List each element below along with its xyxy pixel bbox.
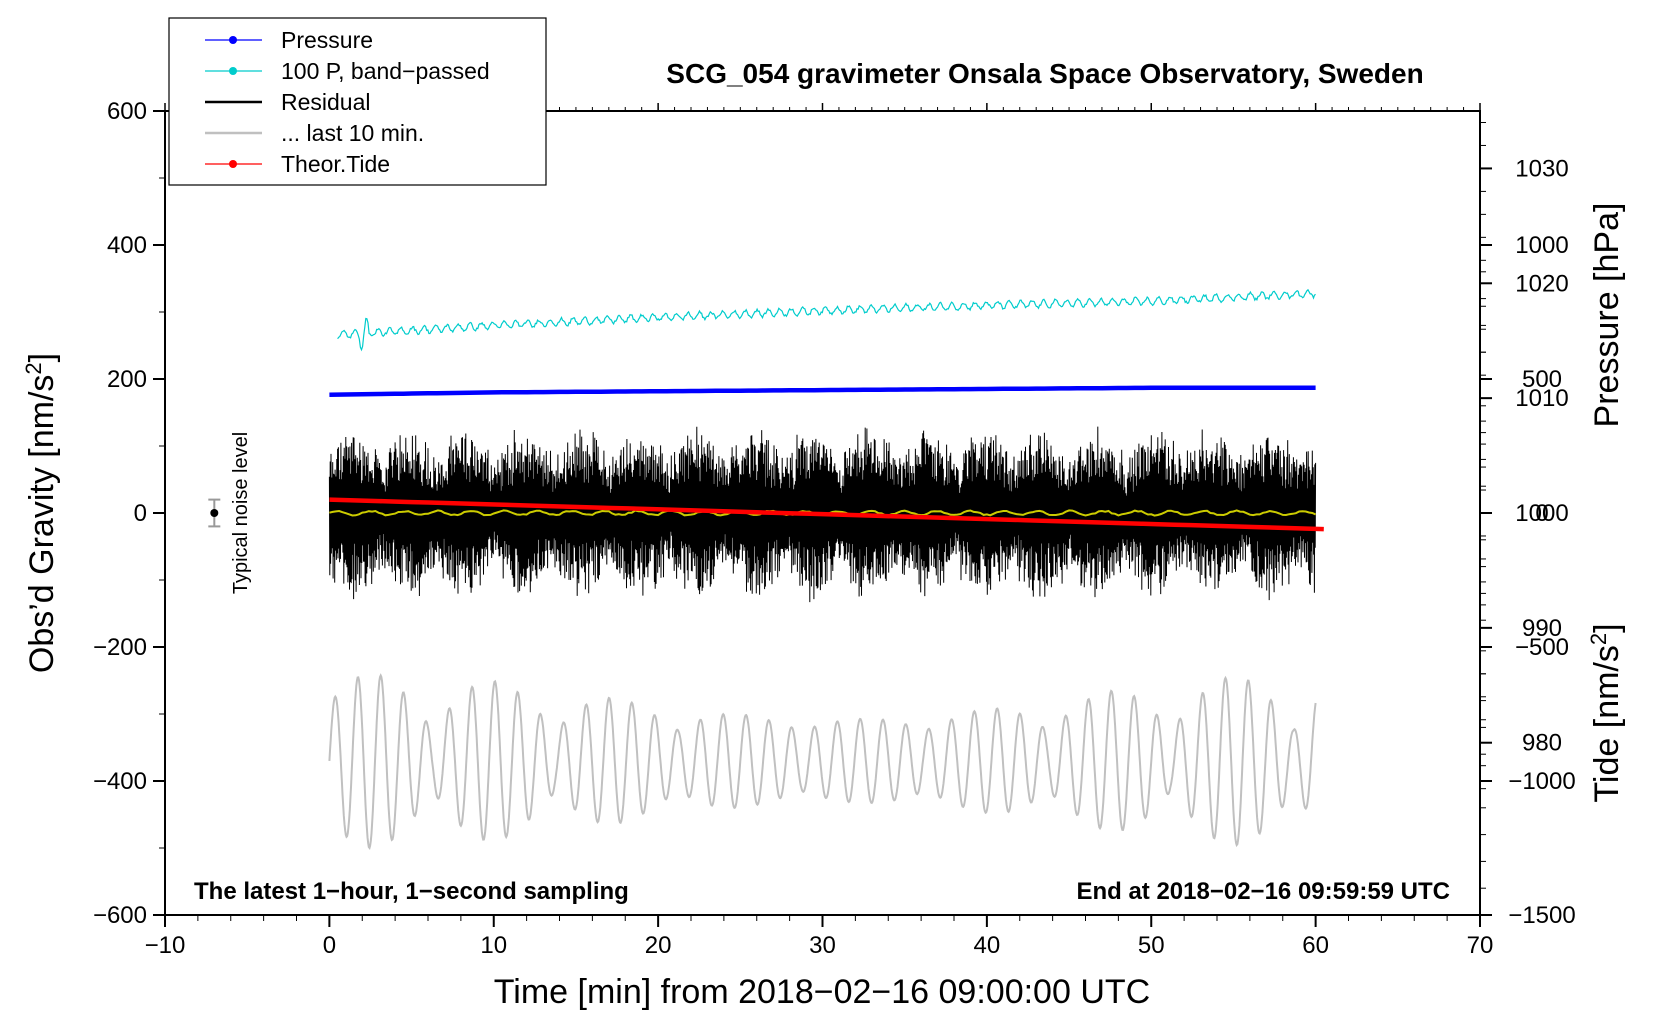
noise-level-marker xyxy=(208,498,221,528)
x-axis-title: Time [min] from 2018−02−16 09:00:00 UTC xyxy=(494,973,1150,1011)
annotation-end-time: End at 2018−02−16 09:59:59 UTC xyxy=(1076,878,1450,905)
legend: Pressure 100 P, band−passed Residual ... la… xyxy=(168,17,547,186)
y-left-tick-label: 0 xyxy=(134,500,147,527)
y-left-tick-label: −600 xyxy=(93,902,147,929)
legend-label: ... last 10 min. xyxy=(281,120,424,146)
tide-tick-label: 500 xyxy=(1522,366,1562,393)
pressure-tick-label: 1010 xyxy=(1515,385,1568,412)
legend-label: Pressure xyxy=(281,27,373,53)
legend-marker xyxy=(229,36,237,44)
x-tick-label: 60 xyxy=(1302,932,1329,959)
tick-layer: −10 0 10 20 30 40 50 60 70−600−400−2000200400600… xyxy=(93,98,1576,959)
legend-label: Residual xyxy=(281,89,371,115)
y-axis-left-title: Obs’d Gravity [nm/s2] xyxy=(21,353,62,673)
chart-title: SCG_054 gravimeter Onsala Space Observat… xyxy=(666,58,1423,89)
y-axis-pressure-title: Pressure [hPa] xyxy=(1588,203,1626,428)
x-tick-label: 40 xyxy=(974,932,1001,959)
series-residual xyxy=(328,426,1317,603)
y-left-tick-label: 600 xyxy=(107,98,147,125)
noise-level-label: Typical noise level xyxy=(230,432,252,594)
pressure-tick-label: 1030 xyxy=(1515,155,1568,182)
tide-tick-label: −1000 xyxy=(1508,768,1575,795)
y-left-tick-label: 200 xyxy=(107,366,147,393)
legend-marker xyxy=(229,160,237,168)
legend-label: 100 P, band−passed xyxy=(281,58,490,84)
legend-item: 100 P, band−passed xyxy=(205,58,490,84)
pressure-tick-label: 1000 xyxy=(1515,500,1568,527)
legend-item: Pressure xyxy=(205,27,373,53)
annotation-sampling: The latest 1−hour, 1−second sampling xyxy=(194,878,629,905)
y-left-tick-label: −400 xyxy=(93,768,147,795)
series-theor-tide xyxy=(329,497,1324,532)
series-last-10-min xyxy=(328,673,1317,850)
legend-label: Theor.Tide xyxy=(281,151,390,177)
legend-item: Theor.Tide xyxy=(205,151,390,177)
tide-tick-label: 1000 xyxy=(1515,232,1568,259)
x-tick-label: 70 xyxy=(1467,932,1494,959)
legend-item: ... last 10 min. xyxy=(205,120,424,146)
tide-tick-label: −1500 xyxy=(1508,902,1575,929)
x-tick-label: 50 xyxy=(1138,932,1165,959)
y-left-tick-label: 400 xyxy=(107,232,147,259)
y-axis-tide-title: Tide [nm/s2] xyxy=(1586,623,1627,802)
series-pressure xyxy=(329,385,1316,397)
pressure-tick-label: 980 xyxy=(1522,730,1562,757)
pressure-tick-label: 990 xyxy=(1522,615,1562,642)
pressure-tick-label: 1020 xyxy=(1515,270,1568,297)
tide-tick-label: −500 xyxy=(1515,634,1569,661)
x-tick-label: 10 xyxy=(480,932,507,959)
x-tick-label: 0 xyxy=(323,932,336,959)
series-layer xyxy=(328,288,1324,850)
x-tick-label: −10 xyxy=(145,932,186,959)
tide-tick-label: 0 xyxy=(1535,500,1548,527)
y-left-tick-label: −200 xyxy=(93,634,147,661)
series-pressure-bandpassed xyxy=(337,288,1316,352)
legend-item: Residual xyxy=(205,89,371,115)
x-tick-label: 30 xyxy=(809,932,836,959)
x-tick-label: 20 xyxy=(645,932,672,959)
legend-marker xyxy=(229,67,237,75)
